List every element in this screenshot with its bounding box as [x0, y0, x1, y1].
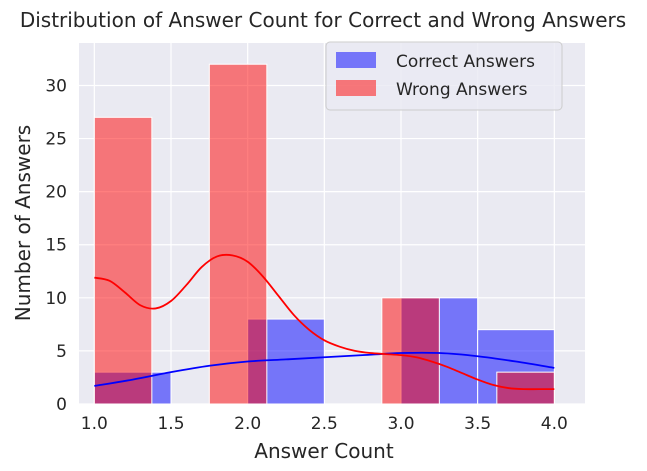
x-axis-label: Answer Count — [254, 439, 394, 463]
correct-kde-line — [94, 351, 555, 387]
y-tick-label: 0 — [56, 395, 67, 415]
wrong-kde-line — [94, 253, 555, 391]
legend-label: Wrong Answers — [396, 80, 528, 100]
y-tick-label: 20 — [45, 183, 67, 203]
wrong-bar — [208, 63, 268, 405]
x-tick-label: 3.5 — [464, 414, 491, 434]
y-tick-label: 30 — [45, 76, 67, 96]
y-tick-label: 5 — [56, 342, 67, 362]
wrong-bar — [93, 116, 153, 405]
y-axis-label: Number of Answers — [11, 125, 35, 321]
wrong-bar — [381, 297, 440, 405]
y-tick-label: 10 — [45, 289, 67, 309]
x-tick-label: 1.5 — [157, 414, 184, 434]
legend-box — [325, 41, 563, 111]
x-axis-ticks: 1.0 1.5 2.0 2.5 3.0 3.5 4.0 — [81, 414, 568, 434]
legend-swatch — [336, 80, 376, 96]
chart-title: Distribution of Answer Count for Correct… — [20, 8, 626, 32]
x-tick-label: 4.0 — [541, 414, 568, 434]
x-tick-label: 1.0 — [81, 414, 108, 434]
legend: Correct Answers Wrong Answers — [325, 41, 563, 111]
legend-label: Correct Answers — [396, 52, 535, 72]
y-axis-ticks: 0 5 10 15 20 25 30 — [45, 76, 67, 415]
y-tick-label: 25 — [45, 130, 67, 150]
x-tick-label: 3.0 — [387, 414, 414, 434]
kde-curves — [94, 253, 555, 391]
y-tick-label: 15 — [45, 236, 67, 256]
x-tick-label: 2.5 — [311, 414, 338, 434]
x-tick-label: 2.0 — [234, 414, 261, 434]
legend-swatch — [336, 52, 376, 68]
